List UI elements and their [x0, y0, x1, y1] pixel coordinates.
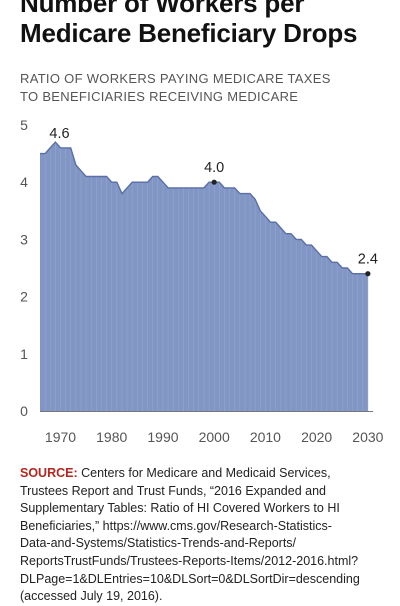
data-label-marker [211, 179, 217, 185]
data-label: 2.4 [358, 252, 378, 268]
y-tick-label: 0 [20, 403, 28, 419]
y-tick-label: 4 [20, 174, 28, 190]
x-tick-label: 2010 [250, 429, 281, 445]
source-line-4: Beneficiaries,” https://www.cms.gov/Rese… [20, 518, 332, 533]
chart-title-line-2: Medicare Beneficiary Drops [20, 18, 358, 48]
x-tick-label: 1970 [45, 429, 76, 445]
source-line-5: Data-and-Systems/Statistics-Trends-and-R… [20, 536, 297, 551]
x-tick-label: 2030 [352, 429, 383, 445]
data-label: 4.6 [49, 126, 69, 142]
area-chart: 0 1 2 3 4 5 1970 1980 1990 2000 2010 2020 2030 4.6 4.0… [20, 117, 384, 445]
source-line-7: DLPage=1&DLEntries=10&DLSort=0&DLSortDir… [20, 571, 360, 586]
y-tick-label: 3 [20, 231, 28, 247]
source-line-1: SOURCE: Centers for Medicare and Medicai… [20, 465, 392, 483]
y-tick-label: 2 [20, 289, 28, 305]
x-tick-label: 1980 [96, 429, 127, 445]
source-label: SOURCE: [20, 466, 78, 480]
x-tick-label: 1990 [147, 429, 178, 445]
source-line-2: Trustees Report and Trust Funds, “2016 E… [20, 483, 326, 498]
y-tick-label: 1 [20, 346, 28, 362]
chart-subtitle: RATIO OF WORKERS PAYING MEDICARE TAXES T… [20, 70, 390, 106]
source-line-6: ReportsTrustFunds/Trustees-Reports-Items… [20, 553, 359, 568]
chart-subtitle-line-2: TO BENEFICIARIES RECEIVING MEDICARE [20, 89, 299, 104]
x-tick-label: 2000 [199, 429, 230, 445]
x-tick-label: 2020 [301, 429, 332, 445]
data-label: 4.0 [204, 160, 224, 176]
source-text-1: Centers for Medicare and Medicaid Servic… [77, 466, 331, 480]
source-note: SOURCE: Centers for Medicare and Medicai… [20, 465, 392, 606]
chart-subtitle-line-1: RATIO OF WORKERS PAYING MEDICARE TAXES [20, 71, 331, 86]
y-tick-label: 5 [20, 117, 28, 133]
series-line [40, 141, 368, 275]
chart-title-line-1: Number of Workers per [20, 0, 305, 18]
data-label-marker [365, 271, 371, 277]
source-line-8: (accessed July 19, 2016). [20, 589, 163, 604]
chart-title: Number of Workers per Medicare Beneficia… [20, 0, 400, 48]
source-line-3: Supplementary Tables: Ratio of HI Covere… [20, 501, 340, 516]
